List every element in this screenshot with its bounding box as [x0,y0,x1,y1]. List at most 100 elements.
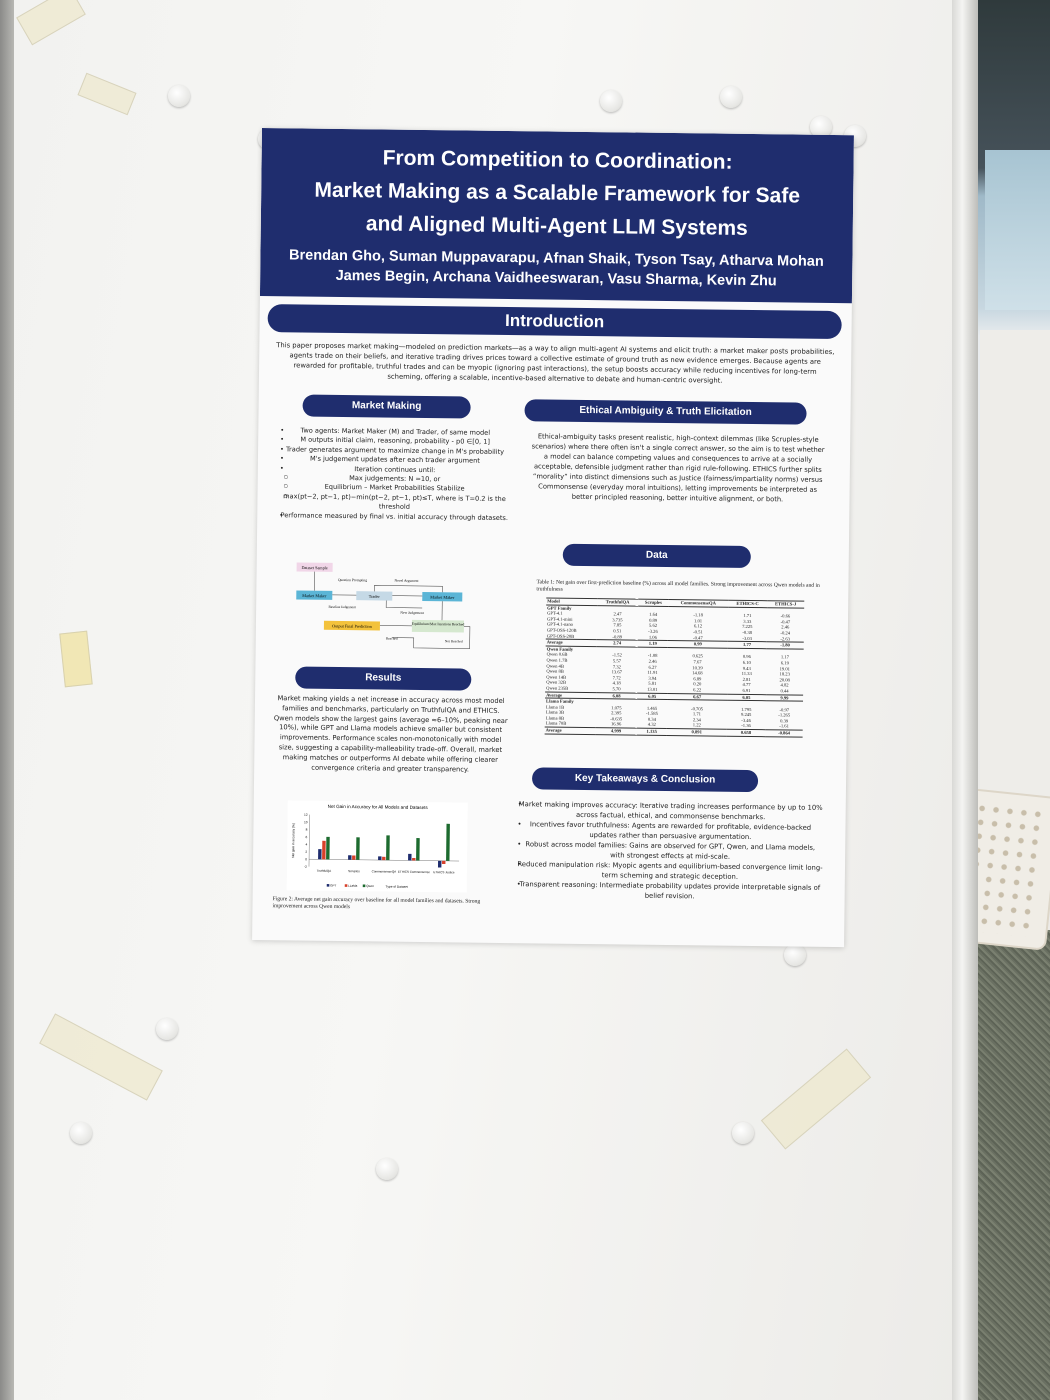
chart-bar-llama [412,858,416,861]
push-pin [720,86,742,108]
poster-board-edge [952,0,978,1400]
flow-label: Output Final Prediction [332,623,373,628]
market-making-flow-diagram: Dataset Sample Question Prompting Novel … [296,562,471,649]
figure-caption: Figure 2: Average net gain accuracy over… [272,896,481,911]
chart-bar-qwen [416,838,420,861]
background-window [985,150,1050,310]
research-poster: From Competition to Coordination: Market… [252,128,854,948]
conclusion-bullets: Market making improves accuracy: Iterati… [517,799,824,903]
results-heading: Results [295,666,472,691]
table-cell: 0.658 [726,729,766,737]
poster-authors: Brendan Gho, Suman Muppavarapu, Afnan Sh… [260,245,852,292]
chart-y-tick: 12 [304,813,308,817]
chart-bar-qwen [446,823,450,861]
chart-x-tick: TruthfulQA [317,869,331,873]
chart-bar-qwen [326,836,330,860]
chart-y-tick: 2 [305,850,307,854]
chart-y-tick: 6 [306,835,308,839]
table-cell: -0.864 [765,729,803,737]
chart-y-tick: 8 [306,828,308,832]
chart-bar-qwen [356,837,360,860]
chart-legend-swatch [362,884,366,888]
chart-legend-swatch [326,884,330,887]
flow-box-equilibrium [411,619,464,633]
chart-bar-llama [352,855,356,860]
conclusion-item: Transparent reasoning: Intermediate prob… [517,879,823,903]
table-cell: 1.135 [636,728,667,736]
market-making-heading: Market Making [302,394,471,419]
push-pin [732,1122,754,1144]
data-heading: Data [562,543,751,569]
conclusion-heading: Key Takeaways & Conclusion [531,767,759,793]
chart-bar-llama [322,840,326,860]
table-caption: Table 1: Net gain over first-prediction … [536,579,820,593]
chart-legend-label: LLaMa [348,884,358,888]
chart-y-tick: 0 [305,857,307,861]
tape-strip [59,630,93,688]
flow-box-maker-right [422,591,463,602]
chart-x-tick: CommonsenseQA [372,869,397,873]
flow-label: Baseline Judgement [329,605,356,609]
chart-bar-gpt [437,860,442,868]
chart-bar-gpt [348,855,352,860]
push-pin [168,85,190,107]
results-table: Model TruthfulQA Scruples CommonsenseQA ETHI… [544,598,805,738]
flow-label: Dataset Sample [302,565,328,570]
chart-y-tick: -2 [304,865,307,869]
chart-y-label: Net gain in accuracy (%) [291,823,295,858]
flow-box-output [323,620,380,631]
table-cell: Average [544,727,596,735]
flow-label: Reached [386,637,398,641]
flow-label: Not Reached [445,639,463,643]
intro-text: This paper proposes market making—modele… [276,341,835,385]
bullet-item: Performance measured by final vs. initia… [279,511,509,523]
ethics-text: Ethical-ambiguity tasks present realisti… [531,432,825,504]
market-making-bullets: Two agents: Market Maker (M) and Trader,… [279,426,510,523]
chart-legend-swatch [344,884,348,887]
chart-y-tick: 10 [304,820,308,824]
background-wall [980,330,1050,850]
ethics-heading: Ethical Ambiguity & Truth Elicitation [524,399,807,425]
intro-heading: Introduction [267,304,842,340]
flow-label: Market Maker [430,595,455,600]
poster-title: From Competition to Coordination: Market… [261,140,854,246]
push-pin [70,1122,92,1144]
chart-y-tick: 4 [305,842,307,846]
flow-label: Novel Argument [394,579,418,583]
chart-x-tick: Scruples [348,869,360,873]
flow-box-trader [356,591,393,601]
results-text: Market making yields a net increase in a… [273,694,508,774]
chart-bar-gpt [318,849,322,860]
flow-label: New Judgement [400,611,423,615]
chart-x-tick: ETHICS Justice [433,870,455,874]
push-pin [600,90,622,112]
chart-bar-llama [382,856,386,861]
flow-arrows [314,571,471,649]
chart-title: Net Gain in Accuracy for All Models and … [328,804,429,810]
push-pin [156,1018,178,1040]
flow-label: Market Maker [302,593,327,598]
table-cell: 4.999 [595,727,637,735]
chart-bar-gpt [378,856,382,861]
push-pin [376,1158,398,1180]
chart-legend-label: GPT [330,883,336,887]
flow-label: Equilibrium/Max Iterations Reached [412,622,465,627]
chart-zero-line [309,859,460,862]
flow-label: Question Prompting [338,578,367,582]
table-cell: 0.891 [666,728,727,736]
chart-bar-qwen [386,835,390,861]
chart-bar-gpt [408,853,412,861]
flow-box-dataset [296,562,333,572]
chart-x-tick: ETHICS Commonsense [398,870,430,874]
push-pin [784,944,806,966]
flow-box-maker-left [296,590,333,600]
chart-bar-llama [442,860,446,865]
left-wall [0,0,14,1400]
push-pin [810,116,832,138]
chart-x-label: Type of Dataset [386,885,408,889]
net-gain-bar-chart: Net Gain in Accuracy for All Models and … [286,800,468,893]
chart-y-axis [308,814,310,867]
chart-legend-label: Qwen [366,884,374,888]
flow-label: Trader [369,594,381,599]
poster-banner: From Competition to Coordination: Market… [259,128,854,304]
